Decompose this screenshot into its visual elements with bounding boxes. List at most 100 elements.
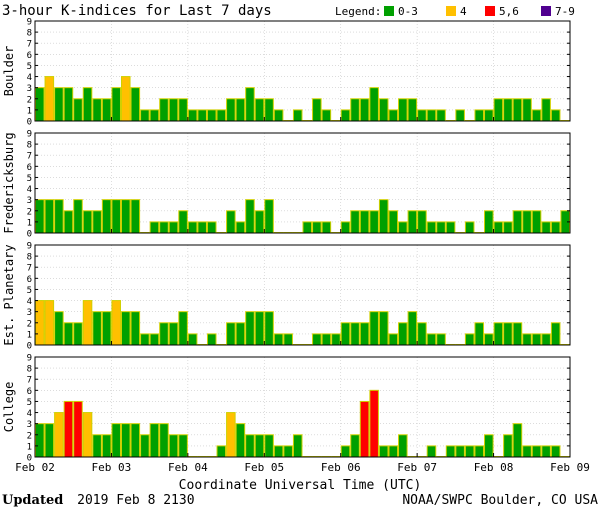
bar [464,333,475,346]
bar [350,210,360,234]
bar [130,311,141,346]
y-tick-label: 2 [27,207,32,217]
bar [120,76,131,122]
bar [503,221,513,234]
y-tick-label: 0 [27,342,32,352]
bar [130,87,141,122]
bar [140,434,150,458]
bar [417,109,427,122]
bar [522,445,532,458]
bar [264,98,274,122]
panel-label-est-planetary: Est. Planetary [2,244,16,345]
bar [340,322,351,346]
legend-swatch-5-6 [485,6,495,16]
bar [168,221,179,234]
bar [531,109,542,122]
bar [512,210,523,234]
y-tick-label: 0 [27,454,32,464]
bar [92,311,102,346]
bar [302,221,313,234]
bar [197,109,207,122]
bar [359,322,370,346]
bar [493,98,504,122]
bar [503,434,513,458]
bar [82,300,93,346]
x-tick-label: Feb 07 [397,461,437,474]
bar [369,311,379,346]
bar [273,109,284,122]
bar [321,333,332,346]
bar [206,109,217,122]
y-tick-label: 2 [27,95,32,105]
bar [369,389,379,458]
bar [111,300,121,346]
bar [378,311,389,346]
bar [35,199,45,234]
bar [369,210,379,234]
bar [522,210,532,234]
y-tick-label: 4 [27,73,32,83]
bar [168,322,179,346]
bar [436,109,446,122]
bar [120,423,131,458]
bar [226,412,236,458]
x-tick-label: Feb 04 [168,461,208,474]
bar [312,221,322,234]
bar [331,333,341,346]
bar [484,210,494,234]
x-axis-label: Coordinate Universal Time (UTC) [179,478,422,493]
bar [54,199,64,234]
bar [503,98,513,122]
bar [522,333,532,346]
x-axis-ticks: Feb 02 Feb 03 Feb 04 Feb 05 Feb 06 Feb 07 Feb … [15,461,590,474]
panel-label-boulder: Boulder [2,46,16,97]
x-tick-label: Feb 09 [550,461,590,474]
bar [264,434,274,458]
bar [101,98,112,122]
y-tick-label: 5 [27,398,32,408]
bar [130,423,141,458]
bar [178,311,188,346]
bar [417,210,427,234]
bar [484,333,494,346]
bar [541,221,551,234]
bar [82,210,93,234]
bar [464,221,475,234]
bar [321,221,332,234]
bar [398,221,408,234]
y-tick-label: 7 [27,152,32,162]
y-tick-label: 9 [27,354,32,364]
bar [417,322,427,346]
bar [149,423,160,458]
bar [407,210,418,234]
bar [426,333,437,346]
y-tick-label: 2 [27,319,32,329]
bar [359,210,370,234]
bar [378,98,389,122]
bar [321,109,332,122]
bar [436,221,446,234]
panel-label-college: College [2,382,16,433]
bar [388,445,399,458]
bar [63,210,74,234]
y-tick-label: 9 [27,130,32,140]
legend-swatch-7-9 [541,6,551,16]
bar [120,199,131,234]
bar [140,333,150,346]
y-tick-label: 3 [27,84,32,94]
bar [264,199,274,234]
bar [398,98,408,122]
bar [254,98,265,122]
y-tick-label: 5 [27,174,32,184]
bar [245,311,255,346]
bar [35,423,45,458]
bar [283,333,293,346]
bar [206,333,217,346]
bar [264,311,274,346]
bar [407,98,418,122]
bar [226,98,236,122]
bar [350,98,360,122]
y-tick-label: 5 [27,62,32,72]
